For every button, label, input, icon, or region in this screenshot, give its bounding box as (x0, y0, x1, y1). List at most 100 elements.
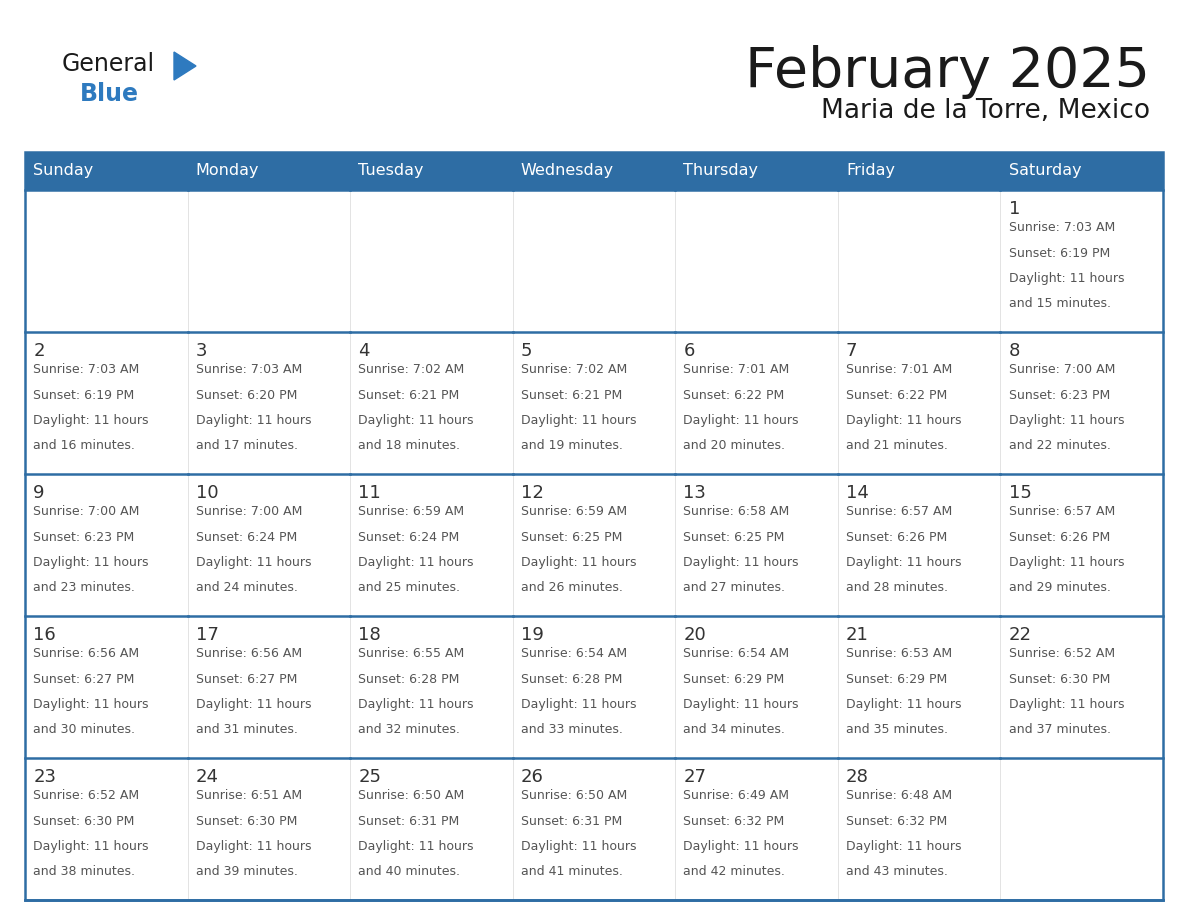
Text: Sunset: 6:29 PM: Sunset: 6:29 PM (683, 673, 784, 686)
Bar (350, 616, 513, 758)
Text: Sunrise: 7:00 AM: Sunrise: 7:00 AM (1009, 364, 1114, 376)
Text: and 39 minutes.: and 39 minutes. (196, 865, 297, 879)
Text: Sunrise: 7:02 AM: Sunrise: 7:02 AM (520, 364, 627, 376)
Text: 2: 2 (33, 341, 45, 360)
Text: Sunrise: 6:53 AM: Sunrise: 6:53 AM (846, 647, 952, 660)
Polygon shape (173, 52, 196, 80)
Text: Daylight: 11 hours: Daylight: 11 hours (1009, 555, 1124, 569)
Bar (188, 332, 350, 474)
Bar (838, 332, 1000, 474)
Text: and 25 minutes.: and 25 minutes. (359, 581, 460, 594)
Text: 11: 11 (359, 484, 381, 502)
Text: Sunrise: 7:00 AM: Sunrise: 7:00 AM (196, 505, 302, 519)
Text: Sunrise: 7:00 AM: Sunrise: 7:00 AM (33, 505, 139, 519)
Text: Daylight: 11 hours: Daylight: 11 hours (359, 414, 474, 427)
Text: Daylight: 11 hours: Daylight: 11 hours (33, 698, 148, 711)
Bar (513, 758, 675, 900)
Bar (188, 190, 350, 332)
Text: and 30 minutes.: and 30 minutes. (33, 723, 135, 736)
Bar (1000, 190, 1163, 332)
Text: Sunset: 6:28 PM: Sunset: 6:28 PM (520, 673, 623, 686)
Text: Sunset: 6:26 PM: Sunset: 6:26 PM (1009, 531, 1110, 543)
Text: Maria de la Torre, Mexico: Maria de la Torre, Mexico (821, 98, 1150, 124)
Text: 24: 24 (196, 768, 219, 786)
Text: 8: 8 (1009, 341, 1020, 360)
Text: Daylight: 11 hours: Daylight: 11 hours (846, 698, 961, 711)
Text: Sunrise: 7:01 AM: Sunrise: 7:01 AM (683, 364, 790, 376)
Text: Daylight: 11 hours: Daylight: 11 hours (520, 414, 637, 427)
Text: Sunrise: 6:50 AM: Sunrise: 6:50 AM (359, 789, 465, 802)
Text: Sunset: 6:25 PM: Sunset: 6:25 PM (683, 531, 785, 543)
Text: Daylight: 11 hours: Daylight: 11 hours (1009, 698, 1124, 711)
Text: Daylight: 11 hours: Daylight: 11 hours (33, 414, 148, 427)
Bar (188, 152, 350, 190)
Text: 21: 21 (846, 626, 868, 644)
Bar (350, 190, 513, 332)
Text: 16: 16 (33, 626, 56, 644)
Text: 15: 15 (1009, 484, 1031, 502)
Bar (350, 332, 513, 474)
Bar (25, 758, 188, 900)
Text: Sunrise: 7:03 AM: Sunrise: 7:03 AM (33, 364, 139, 376)
Text: and 43 minutes.: and 43 minutes. (846, 865, 948, 879)
Text: Sunrise: 6:59 AM: Sunrise: 6:59 AM (520, 505, 627, 519)
Text: 27: 27 (683, 768, 707, 786)
Text: and 42 minutes.: and 42 minutes. (683, 865, 785, 879)
Text: 3: 3 (196, 341, 207, 360)
Text: Sunset: 6:27 PM: Sunset: 6:27 PM (196, 673, 297, 686)
Bar (1000, 616, 1163, 758)
Text: Daylight: 11 hours: Daylight: 11 hours (359, 698, 474, 711)
Text: Daylight: 11 hours: Daylight: 11 hours (846, 414, 961, 427)
Text: Sunrise: 6:54 AM: Sunrise: 6:54 AM (683, 647, 790, 660)
Bar (675, 152, 838, 190)
Text: Sunrise: 6:55 AM: Sunrise: 6:55 AM (359, 647, 465, 660)
Bar (188, 758, 350, 900)
Text: 25: 25 (359, 768, 381, 786)
Text: Blue: Blue (80, 82, 139, 106)
Text: and 32 minutes.: and 32 minutes. (359, 723, 460, 736)
Text: Thursday: Thursday (683, 163, 758, 178)
Text: Daylight: 11 hours: Daylight: 11 hours (33, 840, 148, 853)
Text: Sunset: 6:28 PM: Sunset: 6:28 PM (359, 673, 460, 686)
Text: 14: 14 (846, 484, 868, 502)
Text: Sunrise: 6:50 AM: Sunrise: 6:50 AM (520, 789, 627, 802)
Text: Sunset: 6:23 PM: Sunset: 6:23 PM (33, 531, 134, 543)
Text: and 15 minutes.: and 15 minutes. (1009, 297, 1111, 310)
Text: and 38 minutes.: and 38 minutes. (33, 865, 135, 879)
Bar (838, 758, 1000, 900)
Text: and 26 minutes.: and 26 minutes. (520, 581, 623, 594)
Text: Sunrise: 6:52 AM: Sunrise: 6:52 AM (33, 789, 139, 802)
Text: Daylight: 11 hours: Daylight: 11 hours (359, 555, 474, 569)
Text: Sunset: 6:32 PM: Sunset: 6:32 PM (683, 814, 784, 827)
Text: and 21 minutes.: and 21 minutes. (846, 439, 948, 452)
Text: Sunrise: 7:03 AM: Sunrise: 7:03 AM (1009, 221, 1114, 234)
Bar (513, 616, 675, 758)
Text: Daylight: 11 hours: Daylight: 11 hours (683, 555, 798, 569)
Text: Daylight: 11 hours: Daylight: 11 hours (196, 555, 311, 569)
Text: Sunset: 6:24 PM: Sunset: 6:24 PM (196, 531, 297, 543)
Bar (513, 474, 675, 616)
Text: Sunset: 6:22 PM: Sunset: 6:22 PM (846, 388, 947, 401)
Text: Sunset: 6:31 PM: Sunset: 6:31 PM (359, 814, 460, 827)
Text: Sunset: 6:26 PM: Sunset: 6:26 PM (846, 531, 947, 543)
Bar (1000, 152, 1163, 190)
Text: and 27 minutes.: and 27 minutes. (683, 581, 785, 594)
Text: Sunrise: 6:56 AM: Sunrise: 6:56 AM (196, 647, 302, 660)
Text: Sunset: 6:29 PM: Sunset: 6:29 PM (846, 673, 947, 686)
Bar (188, 474, 350, 616)
Bar (513, 332, 675, 474)
Text: Sunset: 6:30 PM: Sunset: 6:30 PM (196, 814, 297, 827)
Text: Daylight: 11 hours: Daylight: 11 hours (520, 698, 637, 711)
Bar (350, 152, 513, 190)
Text: Sunset: 6:32 PM: Sunset: 6:32 PM (846, 814, 947, 827)
Text: Sunset: 6:31 PM: Sunset: 6:31 PM (520, 814, 623, 827)
Text: Sunset: 6:30 PM: Sunset: 6:30 PM (33, 814, 134, 827)
Bar (25, 152, 1163, 900)
Text: Daylight: 11 hours: Daylight: 11 hours (683, 840, 798, 853)
Text: Wednesday: Wednesday (520, 163, 614, 178)
Text: Sunday: Sunday (33, 163, 94, 178)
Text: 4: 4 (359, 341, 369, 360)
Text: Sunset: 6:24 PM: Sunset: 6:24 PM (359, 531, 460, 543)
Bar (25, 474, 188, 616)
Bar (25, 332, 188, 474)
